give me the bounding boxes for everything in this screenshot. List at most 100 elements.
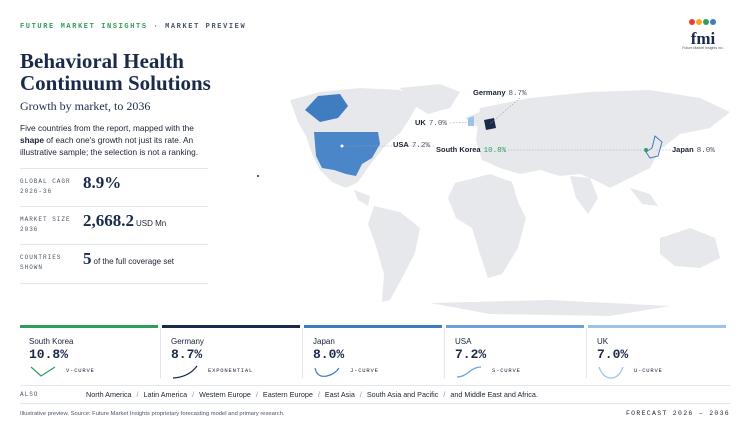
desc-text: Five countries from the report, mapped w… xyxy=(20,123,194,133)
stat-value: 8.9% xyxy=(83,173,121,193)
stat-label-line: 2036 xyxy=(20,226,39,233)
divider xyxy=(20,283,208,284)
rate: 8.0% xyxy=(696,147,715,155)
title: Behavioral Health Continuum Solutions xyxy=(20,49,211,95)
region: Western Europe xyxy=(199,390,251,399)
stat-unit: USD Mn xyxy=(136,219,167,228)
country: Japan xyxy=(672,145,694,154)
divider xyxy=(20,403,730,404)
country: Germany xyxy=(473,88,506,97)
stat-label: GLOBAL CAGR 2026-36 xyxy=(20,177,71,197)
market-card: UK 7.0% U-CURVE xyxy=(588,325,726,386)
logo-dots xyxy=(689,19,716,25)
stat-label-line: 2026-36 xyxy=(20,188,53,195)
rate: 7.2% xyxy=(455,347,487,362)
rate: 8.7% xyxy=(508,90,527,98)
country: UK xyxy=(415,118,426,127)
stat-value: 5 of the full coverage set xyxy=(83,249,174,269)
separator: / xyxy=(255,390,258,399)
region: Latin America xyxy=(143,390,188,399)
kicker: FUTURE MARKET INSIGHTS · MARKET PREVIEW xyxy=(20,23,246,31)
region: Eastern Europe xyxy=(262,390,313,399)
map-label: UK 7.0% xyxy=(415,118,447,128)
rate: 8.0% xyxy=(313,347,345,362)
curve-icon xyxy=(172,365,198,379)
leaders xyxy=(342,97,670,151)
card-divider xyxy=(444,328,445,378)
market-card: Germany 8.7% EXPONENTIAL xyxy=(162,325,300,386)
curve-icon xyxy=(598,366,624,379)
divider xyxy=(20,206,208,207)
map-label: USA 7.2% xyxy=(393,140,430,150)
curve-type: V-CURVE xyxy=(66,367,95,374)
land xyxy=(290,84,730,316)
market-card: South Korea 10.8% V-CURVE xyxy=(20,325,158,386)
rate: 10.8% xyxy=(29,347,69,362)
country: USA xyxy=(455,337,472,346)
korea-shape xyxy=(644,148,648,152)
stat-label-line: COUNTRIES xyxy=(20,254,62,261)
country: UK xyxy=(597,337,609,346)
curve-type: EXPONENTIAL xyxy=(208,367,254,374)
curve-icon xyxy=(30,366,56,377)
card-divider xyxy=(302,328,303,378)
stat-number: 8.9% xyxy=(83,173,122,192)
divider xyxy=(20,244,208,245)
logo-sub: Future Market Insights Inc. xyxy=(682,46,724,50)
section: MARKET PREVIEW xyxy=(165,23,247,31)
region: North America xyxy=(86,390,132,399)
curve-type: U-CURVE xyxy=(634,367,663,374)
curve-type: S-CURVE xyxy=(492,367,521,374)
separator: / xyxy=(359,390,362,399)
rate: 10.8% xyxy=(483,147,507,155)
divider xyxy=(20,385,730,386)
logo-text: fmi xyxy=(690,29,716,48)
rate: 7.0% xyxy=(428,120,447,128)
also-label: ALSO xyxy=(20,391,39,398)
separator: / xyxy=(317,390,320,399)
stat-number: 2,668.2 xyxy=(83,211,134,230)
map-label: Japan 8.0% xyxy=(672,145,715,155)
stat-label: COUNTRIES SHOWN xyxy=(20,253,61,273)
description: Five countries from the report, mapped w… xyxy=(20,122,220,158)
logo: fmi Future Market Insights Inc. xyxy=(678,14,728,50)
country: USA xyxy=(393,140,409,149)
country: Japan xyxy=(313,337,335,346)
forecast: FORECAST 2026 – 2036 xyxy=(625,410,730,417)
stat-unit: of the full coverage set xyxy=(93,257,175,266)
region: and Middle East and Africa. xyxy=(450,390,538,399)
dot xyxy=(257,175,259,177)
uk-shape xyxy=(468,116,474,126)
region: East Asia xyxy=(324,390,355,399)
brand: FUTURE MARKET INSIGHTS xyxy=(20,23,148,31)
desc-text: of each one's growth not just its rate. … xyxy=(20,135,199,157)
map-label: Germany 8.7% xyxy=(473,88,527,98)
separator: / xyxy=(443,390,446,399)
country: South Korea xyxy=(436,145,481,154)
market-card: Japan 8.0% J-CURVE xyxy=(304,325,442,386)
country: South Korea xyxy=(29,337,74,346)
source: Illustrative preview. Source: Future Mar… xyxy=(20,411,285,417)
card-divider xyxy=(160,328,161,378)
rate: 7.2% xyxy=(411,142,430,150)
stat-label: MARKET SIZE 2036 xyxy=(20,215,71,235)
country: Germany xyxy=(171,337,204,346)
stat-label-line: MARKET SIZE xyxy=(20,216,71,223)
desc-bold: shape xyxy=(20,135,44,145)
separator: / xyxy=(192,390,195,399)
card-divider xyxy=(586,328,587,378)
world-map xyxy=(257,84,730,316)
stat-label-line: GLOBAL CAGR xyxy=(20,178,71,185)
subtitle: Growth by market, to 2036 xyxy=(20,99,151,113)
alaska xyxy=(305,94,348,122)
stat-number: 5 xyxy=(83,249,92,268)
stat-label-line: SHOWN xyxy=(20,264,44,271)
rate: 7.0% xyxy=(597,347,629,362)
japan-shape xyxy=(645,135,663,159)
stat-value: 2,668.2 USD Mn xyxy=(83,211,166,231)
curve-icon xyxy=(314,367,340,377)
rate: 8.7% xyxy=(171,347,203,362)
separator: · xyxy=(153,23,160,31)
also-list: North America / Latin America / Western Euro… xyxy=(86,390,538,399)
